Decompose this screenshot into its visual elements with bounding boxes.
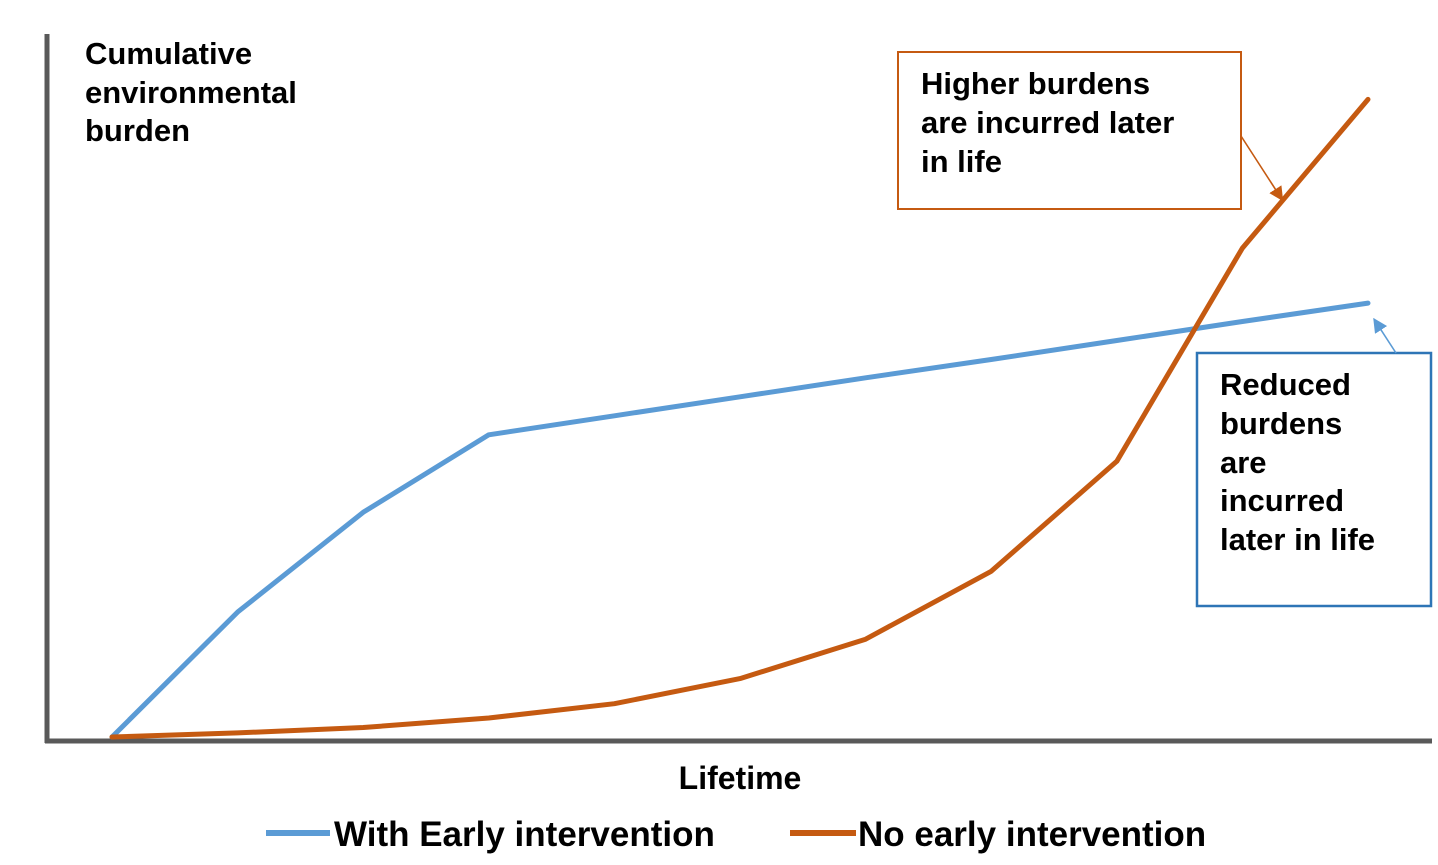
annotation-text-reduced-burdens: Reduced burdens are incurred later in li… [1220,367,1375,557]
annotation-reduced-burdens: Reduced burdens are incurred later in li… [1195,317,1433,608]
annotation-line: incurred [1220,483,1344,518]
series-line-with-early-intervention [109,300,1371,740]
annotation-line: Reduced [1220,367,1351,402]
annotation-box-reduced-burdens [1195,351,1433,608]
legend-item-with-early-intervention: With Early intervention [266,815,715,854]
y-axis-label: Cumulative environmental burden [85,36,306,148]
y-axis-label-line: environmental [85,75,297,110]
annotation-line: later in life [1220,522,1375,557]
x-axis-label: Lifetime [679,760,802,796]
annotation-line: in life [921,144,1002,179]
legend: With Early intervention No early interve… [266,815,1206,854]
annotation-line: are [1220,445,1267,480]
series-layer [109,96,1371,740]
annotation-text-higher-burdens: Higher burdens are incurred later in lif… [921,66,1183,179]
legend-label: No early intervention [858,815,1206,854]
legend-item-no-early-intervention: No early intervention [790,815,1206,854]
annotation-box-higher-burdens [897,51,1242,210]
y-axis-label-line: burden [85,113,190,148]
annotation-line: burdens [1220,406,1342,441]
y-axis-label-line: Cumulative [85,36,252,71]
annotation-arrow-higher-burdens [1240,135,1284,202]
annotation-line: Higher burdens [921,66,1150,101]
legend-label: With Early intervention [334,815,715,854]
annotation-line: are incurred later [921,105,1174,140]
annotation-higher-burdens: Higher burdens are incurred later in lif… [897,51,1284,210]
series-line-no-early-intervention [109,96,1371,740]
annotation-arrow-reduced-burdens [1373,317,1397,354]
